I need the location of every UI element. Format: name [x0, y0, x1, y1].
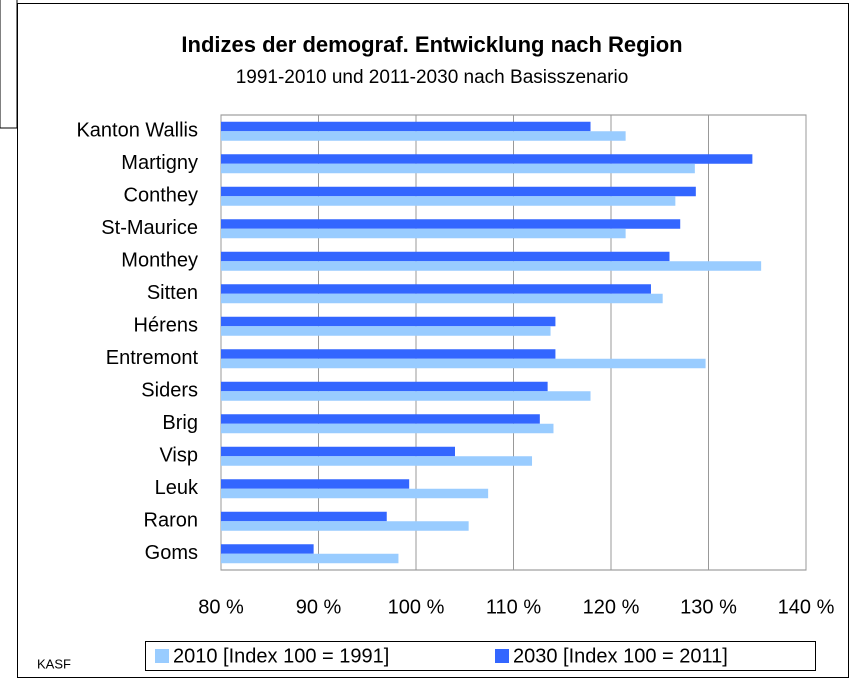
x-tick-label: 140 % [778, 596, 835, 618]
bar [221, 446, 455, 457]
bar [221, 316, 556, 327]
y-tick-label: St-Maurice [101, 217, 198, 239]
y-tick-label: Conthey [124, 185, 199, 207]
y-tick-label: Entremont [106, 347, 199, 369]
bar [221, 414, 540, 424]
legend-label: 2010 [Index 100 = 1991] [173, 645, 389, 667]
bar [221, 284, 651, 294]
y-tick-label: Kanton Wallis [76, 120, 198, 142]
bar [221, 228, 626, 239]
bar [221, 511, 387, 522]
bar [221, 251, 670, 262]
legend-box [145, 641, 816, 671]
y-tick-label: Brig [162, 412, 198, 434]
bar [221, 488, 489, 499]
y-tick-label: Raron [144, 510, 198, 532]
x-tick-label: 100 % [388, 596, 445, 618]
bar [221, 163, 695, 174]
legend-swatch [495, 649, 509, 663]
bar [221, 456, 533, 466]
bar [221, 553, 399, 564]
side-box [0, 0, 18, 129]
bar [221, 326, 551, 336]
bar [221, 349, 556, 359]
bar [221, 121, 591, 132]
bar [221, 423, 554, 434]
y-tick-label: Siders [141, 380, 198, 402]
y-tick-label: Leuk [155, 477, 199, 499]
bar [221, 479, 410, 489]
source: KASF [37, 656, 71, 671]
bar [221, 391, 591, 401]
legend-swatch [155, 649, 169, 663]
legend-label: 2030 [Index 100 = 2011] [513, 645, 728, 667]
bar [221, 261, 762, 271]
bar [221, 521, 469, 531]
bar [221, 381, 548, 392]
y-tick-label: Goms [145, 542, 198, 564]
chart-subtitle: 1991-2010 und 2011-2030 nach Basisszenar… [236, 67, 629, 88]
y-tick-label: Sitten [147, 282, 198, 304]
x-tick-label: 130 % [680, 596, 737, 618]
bar [221, 219, 681, 229]
y-tick-label: Visp [159, 445, 198, 467]
x-tick-label: 110 % [486, 596, 541, 618]
y-tick-label: Monthey [121, 250, 198, 272]
bar [221, 131, 626, 141]
chart-title: Indizes der demograf. Entwicklung nach R… [181, 32, 682, 57]
x-tick-label: 80 % [198, 596, 244, 618]
x-tick-label: 90 % [296, 596, 342, 618]
bar [221, 154, 753, 164]
y-tick-label: Martigny [121, 152, 198, 174]
bar [221, 358, 706, 369]
bar [221, 196, 676, 206]
bar [221, 293, 663, 304]
bar [221, 544, 314, 554]
x-tick-label: 120 % [583, 596, 640, 618]
y-tick-label: Hérens [134, 315, 198, 337]
bar [221, 186, 696, 197]
